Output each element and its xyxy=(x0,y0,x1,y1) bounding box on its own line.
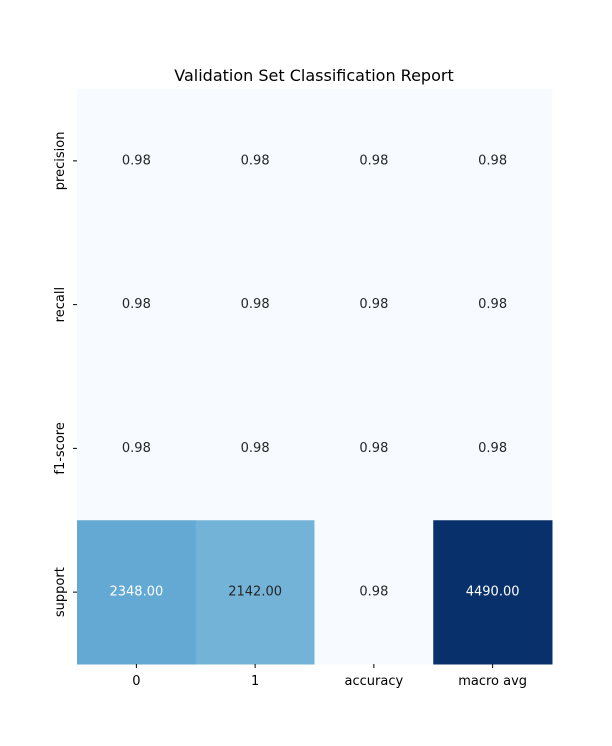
y-tick-label-3: support xyxy=(53,567,68,617)
x-tick-label-3: macro avg xyxy=(458,674,527,689)
cell-label-3-0: 2348.00 xyxy=(109,585,163,600)
heatmap-cell-3-0 xyxy=(77,520,197,665)
heatmap-cell-0-2 xyxy=(314,89,434,234)
cell-label-2-3: 0.98 xyxy=(478,441,507,456)
y-axis-ticks: precision recall f1-score support xyxy=(53,132,77,617)
x-axis-ticks: 0 1 accuracy macro avg xyxy=(132,664,527,689)
cell-label-2-2: 0.98 xyxy=(359,441,388,456)
y-tick-label-1: recall xyxy=(53,287,68,322)
heatmap-cell-0-0 xyxy=(77,89,197,234)
heatmap-cell-labels: 0.98 0.98 0.98 0.98 0.98 0.98 0.98 0.98 0.98 0.98… xyxy=(109,153,519,599)
heatmap-cell-0-3 xyxy=(433,89,553,234)
x-tick-label-2: accuracy xyxy=(345,674,404,689)
heatmap-cell-2-3 xyxy=(433,376,553,521)
cell-label-1-0: 0.98 xyxy=(122,297,151,312)
chart-title: Validation Set Classification Report xyxy=(174,66,453,85)
heatmap-cell-1-0 xyxy=(77,232,197,377)
cell-label-1-1: 0.98 xyxy=(241,297,270,312)
heatmap-cell-2-1 xyxy=(195,376,315,521)
heatmap-cell-2-0 xyxy=(77,376,197,521)
heatmap-cells xyxy=(77,89,553,665)
x-tick-label-1: 1 xyxy=(251,674,259,689)
heatmap-cell-1-2 xyxy=(314,232,434,377)
cell-label-0-3: 0.98 xyxy=(478,153,507,168)
heatmap-cell-3-3 xyxy=(433,520,553,665)
cell-label-2-0: 0.98 xyxy=(122,441,151,456)
cell-label-0-2: 0.98 xyxy=(359,153,388,168)
cell-label-1-2: 0.98 xyxy=(359,297,388,312)
y-tick-label-2: f1-score xyxy=(53,422,68,474)
cell-label-3-1: 2142.00 xyxy=(228,585,282,600)
cell-label-3-3: 4490.00 xyxy=(466,585,520,600)
heatmap-cell-1-1 xyxy=(195,232,315,377)
cell-label-0-1: 0.98 xyxy=(241,153,270,168)
heatmap-cell-0-1 xyxy=(195,89,315,234)
heatmap-cell-3-2 xyxy=(314,520,434,665)
heatmap-cell-1-3 xyxy=(433,232,553,377)
cell-label-0-0: 0.98 xyxy=(122,153,151,168)
heatmap-cell-3-1 xyxy=(195,520,315,665)
cell-label-2-1: 0.98 xyxy=(241,441,270,456)
cell-label-1-3: 0.98 xyxy=(478,297,507,312)
y-tick-label-0: precision xyxy=(53,132,68,191)
x-tick-label-0: 0 xyxy=(132,674,140,689)
heatmap-cell-2-2 xyxy=(314,376,434,521)
cell-label-3-2: 0.98 xyxy=(359,585,388,600)
